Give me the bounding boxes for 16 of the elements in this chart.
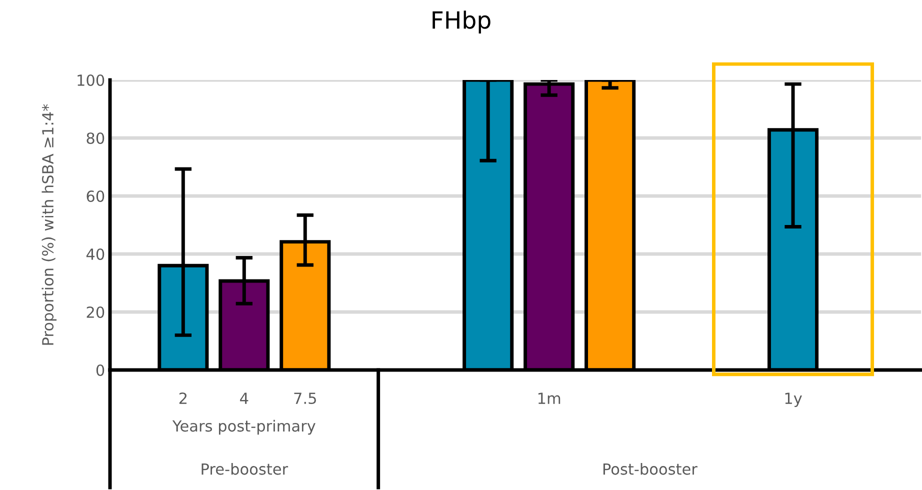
y-tick-label: 100: [78, 74, 104, 86]
y-tick-label: 20: [86, 306, 104, 318]
text: Years post-primary: [172, 420, 316, 435]
y-tick-label: 60: [86, 190, 104, 202]
x-tick-label: 2: [179, 392, 187, 404]
x-tick-label: 4: [240, 392, 248, 404]
y-tick-label: 80: [86, 132, 104, 144]
x-tick-label: 7.5: [294, 392, 316, 404]
y-tick-label: 0: [96, 364, 104, 376]
chart-title: FHbp: [432, 10, 490, 34]
y-axis-title: Proportion (%) with hSBA ≥1:4*: [42, 104, 57, 345]
text: Pre-booster: [202, 463, 288, 475]
x-tick-label: 1y: [785, 392, 802, 408]
y-tick-label: 40: [86, 248, 104, 260]
text: Post-booster: [603, 463, 698, 475]
x-tick-label: 1m: [538, 392, 560, 404]
